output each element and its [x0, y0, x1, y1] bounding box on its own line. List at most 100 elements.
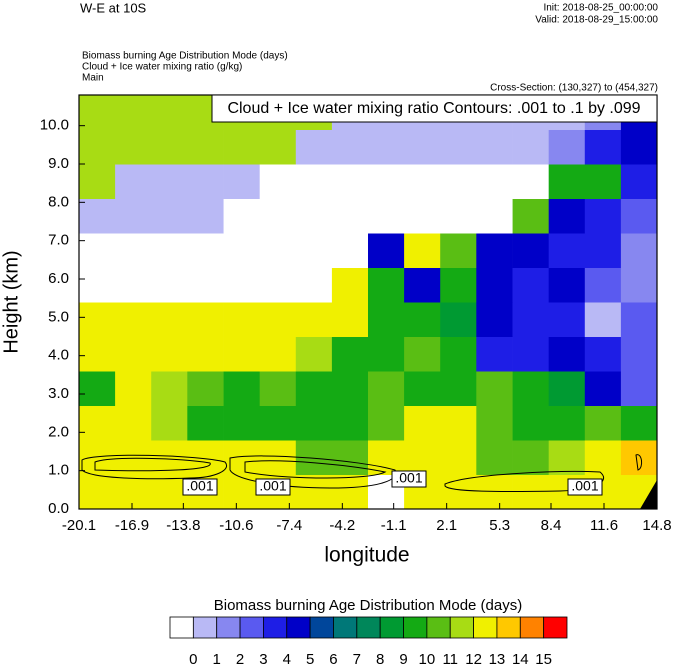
field-cell: [115, 233, 152, 268]
field-cell: [331, 336, 369, 372]
field-cell: [476, 336, 513, 372]
field-cell: [115, 95, 152, 130]
field-cell: [151, 233, 188, 268]
field-cell: [584, 440, 622, 475]
contour-label-box: [182, 478, 218, 496]
field-cell: [404, 302, 441, 337]
field-cell: [331, 440, 369, 475]
field-cell: [512, 164, 550, 199]
field-cell: [476, 129, 513, 165]
colorbar-box: [263, 616, 288, 639]
y-tick-label: 7.0: [48, 232, 69, 249]
colorbar-box: [239, 616, 264, 639]
field-cell: [223, 267, 261, 303]
x-tick-label: -13.8: [166, 517, 200, 534]
field-cell: [187, 302, 224, 337]
y-tick-label: 4.0: [48, 347, 69, 364]
x-tick-label: 11.6: [590, 517, 618, 534]
field-cell: [440, 440, 477, 475]
colorbar-label: 2: [236, 651, 244, 667]
field-cell: [548, 129, 586, 165]
x-axis-label: longitude: [324, 544, 409, 567]
field-cell: [440, 129, 477, 165]
field-cell: [476, 164, 513, 199]
field-cell: [548, 233, 586, 268]
x-tick-label: -20.1: [62, 517, 96, 534]
field-cell: [223, 164, 261, 199]
y-axis-label: Height (km): [0, 250, 22, 353]
field-cell: [512, 474, 550, 510]
field-cell: [151, 336, 188, 372]
field-cell: [512, 336, 550, 372]
x-tick-label: -1.1: [381, 517, 407, 534]
colorbar-box: [426, 616, 451, 639]
x-tick-label: 8.4: [541, 517, 562, 534]
field-cell: [476, 440, 513, 475]
field: [79, 95, 658, 510]
field-cell: [512, 267, 550, 303]
field-cell: [79, 440, 116, 475]
field-cell: [187, 129, 224, 165]
colorbar-box: [379, 616, 404, 639]
y-tick-label: 1.0: [48, 462, 69, 479]
field-cell: [151, 164, 188, 199]
y-tick-label: 8.0: [48, 193, 69, 210]
field-cell: [584, 198, 622, 234]
chart-title: W-E at 10S: [80, 0, 147, 15]
field-cell: [584, 164, 622, 199]
field-cell: [187, 198, 224, 234]
field-cell: [259, 440, 297, 475]
field-cell: [223, 336, 261, 372]
field-cell: [259, 405, 297, 441]
field-cell: [584, 302, 622, 337]
field-cell: [620, 336, 658, 372]
field-cell: [151, 198, 188, 234]
contour-line: [244, 460, 387, 479]
field-name: Cloud + Ice water mixing ratio (g/kg): [82, 62, 242, 73]
colorbar-box: [473, 616, 498, 639]
field-cell: [512, 302, 550, 337]
field-cell: [79, 474, 116, 510]
field-cell: [151, 440, 188, 475]
valid-time: Valid: 2018-08-29_15:00:00: [535, 15, 658, 26]
field-cell: [440, 405, 477, 441]
field-cell: [440, 164, 477, 199]
field-cell: [295, 233, 333, 268]
field-cell: [620, 267, 658, 303]
colorbar-label: 11: [442, 651, 458, 667]
contour-label: .001: [395, 470, 422, 486]
field-cell: [584, 129, 622, 165]
colorbar-box: [192, 616, 218, 639]
field-cell: [295, 336, 333, 372]
field-cell: [331, 474, 369, 510]
field-cell: [512, 405, 550, 441]
field-cell: [368, 336, 405, 372]
field-cell: [79, 302, 116, 337]
y-tick-label: 6.0: [48, 270, 69, 287]
field-cell: [584, 371, 622, 406]
colorbar-box: [216, 616, 241, 639]
cross-section: Cross-Section: (130,327) to (454,327): [490, 83, 658, 94]
annotation: Cloud + Ice water mixing ratio Contours:…: [227, 100, 640, 117]
field-cell: [223, 371, 261, 406]
x-tick-label: 2.1: [436, 517, 457, 534]
x-tick-label: 14.8: [642, 517, 671, 534]
field-cell: [187, 371, 224, 406]
field-cell: [259, 371, 297, 406]
field-cell: [295, 267, 333, 303]
colorbar-label: 3: [259, 651, 267, 667]
contour-label: .001: [186, 478, 213, 494]
y-tick-label: 2.0: [48, 423, 69, 440]
field-cell: [79, 371, 116, 406]
field-cell: [259, 198, 297, 234]
field-cell: [223, 233, 261, 268]
colorbar-box: [309, 616, 334, 639]
field-cell: [512, 371, 550, 406]
field-cell: [512, 129, 550, 165]
field-cell: [151, 129, 188, 165]
field-cell: [79, 198, 116, 234]
field-cell: [440, 371, 477, 406]
field-cell: [548, 371, 586, 406]
field-cell: [512, 198, 550, 234]
field-cell: [259, 164, 297, 199]
